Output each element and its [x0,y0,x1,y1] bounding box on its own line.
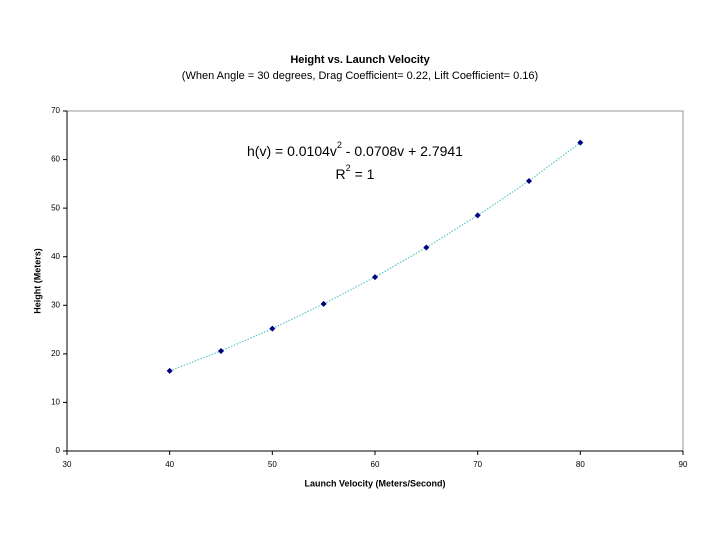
y-tick-label: 50 [51,203,60,212]
chart-subtitle: (When Angle = 30 degrees, Drag Coefficie… [182,70,538,82]
trendline-equation: h(v) = 0.0104v2 - 0.0708v + 2.7941 [247,140,463,158]
equation-part: 2 [337,140,342,150]
x-tick-label: 30 [63,460,72,469]
y-tick-label: 10 [51,398,60,407]
r-squared-part: R [336,166,346,182]
y-tick-label: 20 [51,349,60,358]
y-tick-label: 0 [56,446,61,455]
data-point [423,244,430,251]
x-tick-label: 60 [371,460,380,469]
x-tick-label: 40 [165,460,174,469]
x-tick-label: 80 [576,460,585,469]
x-tick-label: 90 [679,460,688,469]
x-tick-label: 50 [268,460,277,469]
data-point [372,274,378,281]
data-point [166,367,173,374]
data-point [474,212,481,219]
y-tick-label: 60 [51,155,60,164]
y-tick-label: 70 [51,106,60,115]
x-axis-label: Launch Velocity (Meters/Second) [304,478,445,488]
r-squared-part: 2 [346,163,351,173]
r-squared-part: = 1 [351,166,375,182]
x-tick-label: 70 [473,460,482,469]
data-point [320,300,327,307]
trendline [169,142,581,372]
data-point [577,139,584,146]
equation-part: h(v) = 0.0104v [247,143,337,159]
y-tick-label: 40 [51,252,60,261]
data-point [218,347,224,354]
plot-area [66,110,684,452]
r-squared: R2 = 1 [336,163,375,181]
y-tick-label: 30 [51,300,60,309]
equation-part: - 0.0708v + 2.7941 [342,143,463,159]
data-point [526,177,532,184]
data-point [269,325,276,332]
y-axis-label: Height (Meters) [32,248,42,314]
chart-title: Height vs. Launch Velocity [290,54,430,66]
